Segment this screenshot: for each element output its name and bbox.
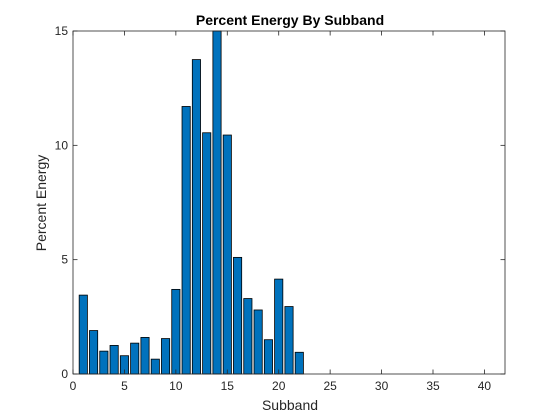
axes-group	[72, 30, 506, 375]
plot-box	[72, 30, 506, 375]
bar-7	[140, 337, 150, 375]
bar-11	[181, 106, 191, 375]
bar-6	[130, 342, 140, 375]
bar-9	[161, 338, 171, 375]
x-tick-label-25: 25	[323, 379, 337, 393]
y-axis-label: Percent Energy	[33, 155, 49, 252]
bar-4	[109, 345, 119, 375]
bar-18	[253, 309, 263, 375]
bar-2	[89, 330, 99, 375]
bar-15	[222, 134, 232, 375]
x-axis-label: Subband	[262, 397, 318, 413]
bar-20	[274, 278, 284, 375]
x-tick-label-5: 5	[121, 379, 128, 393]
bar-16	[233, 256, 243, 375]
y-tick-label-10: 10	[55, 138, 69, 152]
y-tick-label-5: 5	[61, 253, 68, 267]
bar-13	[202, 132, 212, 375]
bar-14	[212, 30, 222, 375]
x-tick-label-10: 10	[169, 379, 183, 393]
y-tick-label-15: 15	[55, 24, 69, 38]
ticks-group: 0 5 10 15 20 25 30 35 40 0 5 10 15	[55, 24, 505, 393]
bar-17	[243, 298, 253, 375]
bar-1	[78, 294, 88, 375]
x-tick-label-35: 35	[426, 379, 440, 393]
bar-3	[99, 350, 109, 375]
bar-22	[294, 351, 304, 375]
bar-21	[284, 306, 294, 375]
bar-8	[150, 358, 160, 375]
bar-19	[263, 339, 273, 375]
bar-12	[191, 59, 201, 375]
bars-group	[78, 30, 304, 375]
x-tick-label-30: 30	[375, 379, 389, 393]
bar-10	[171, 288, 181, 375]
x-tick-label-0: 0	[70, 379, 77, 393]
chart-title: Percent Energy By Subband	[196, 12, 384, 28]
x-tick-label-40: 40	[478, 379, 492, 393]
x-tick-label-15: 15	[221, 379, 235, 393]
x-tick-label-20: 20	[272, 379, 286, 393]
y-tick-label-0: 0	[61, 367, 68, 381]
